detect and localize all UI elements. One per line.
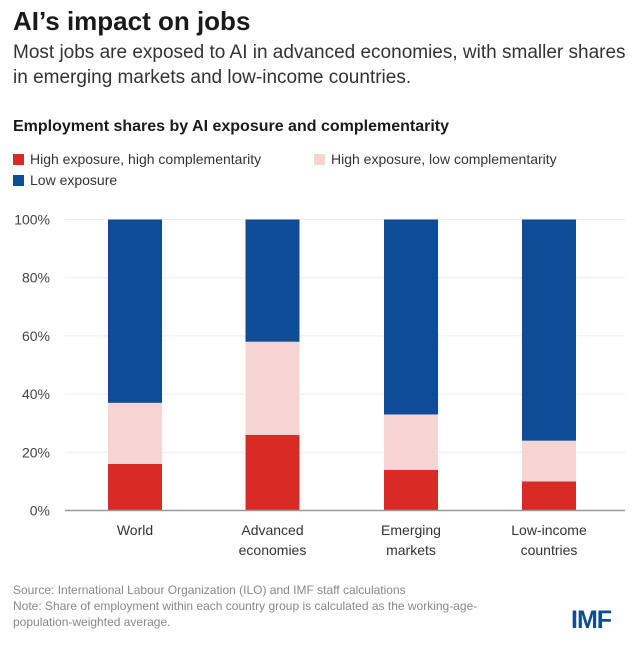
- legend-label: Low exposure: [30, 172, 118, 188]
- y-tick-label: 80%: [22, 270, 50, 286]
- source-note: Source: International Labour Organizatio…: [13, 583, 406, 597]
- chart-title: Employment shares by AI exposure and com…: [13, 118, 449, 135]
- y-tick-label: 60%: [22, 328, 50, 344]
- legend-swatch: [13, 174, 24, 186]
- bar-segment-high-low: [108, 402, 162, 464]
- bar-segment-low: [245, 219, 300, 342]
- bar-segment-high-high: [108, 463, 162, 511]
- y-tick-label: 40%: [22, 386, 50, 402]
- bar-segment-high-high: [522, 481, 576, 511]
- x-tick-label: World: [117, 522, 153, 538]
- bar-segment-low: [108, 219, 162, 403]
- bar-segment-high-low: [245, 341, 300, 435]
- x-tick-label: Emerging: [381, 522, 441, 538]
- legend-item-high-low: High exposure, low complementarity: [314, 151, 557, 167]
- x-tick-label: Low-income: [511, 522, 587, 538]
- legend-item-high-high: High exposure, high complementarity: [13, 151, 261, 167]
- bar-segment-low: [522, 219, 576, 441]
- x-tick-label: markets: [386, 542, 436, 558]
- imf-logo: IMF: [571, 606, 612, 634]
- bar-segment-low: [384, 219, 438, 415]
- legend-label: High exposure, low complementarity: [331, 151, 557, 167]
- page-subtitle: Most jobs are exposed to AI in advanced …: [13, 42, 626, 88]
- bar-segment-high-high: [245, 434, 300, 511]
- page-title: AI’s impact on jobs: [13, 6, 251, 36]
- y-tick-label: 100%: [14, 212, 50, 228]
- bar-segment-high-low: [522, 440, 576, 482]
- legend-swatch: [13, 153, 24, 165]
- legend-item-low: Low exposure: [13, 172, 117, 188]
- legend-swatch: [314, 153, 325, 165]
- note-line-1: Note: Share of employment within each co…: [13, 599, 478, 613]
- x-tick-label: countries: [521, 542, 578, 558]
- legend-label: High exposure, high complementarity: [30, 151, 262, 167]
- x-tick-label: Advanced: [241, 522, 303, 538]
- bar-segment-high-low: [384, 414, 438, 470]
- y-tick-label: 0%: [30, 503, 50, 519]
- x-tick-label: economies: [239, 542, 307, 558]
- note-line-2: population-weighted average.: [13, 615, 171, 629]
- y-tick-label: 20%: [22, 444, 50, 460]
- bar-segment-high-high: [384, 469, 438, 511]
